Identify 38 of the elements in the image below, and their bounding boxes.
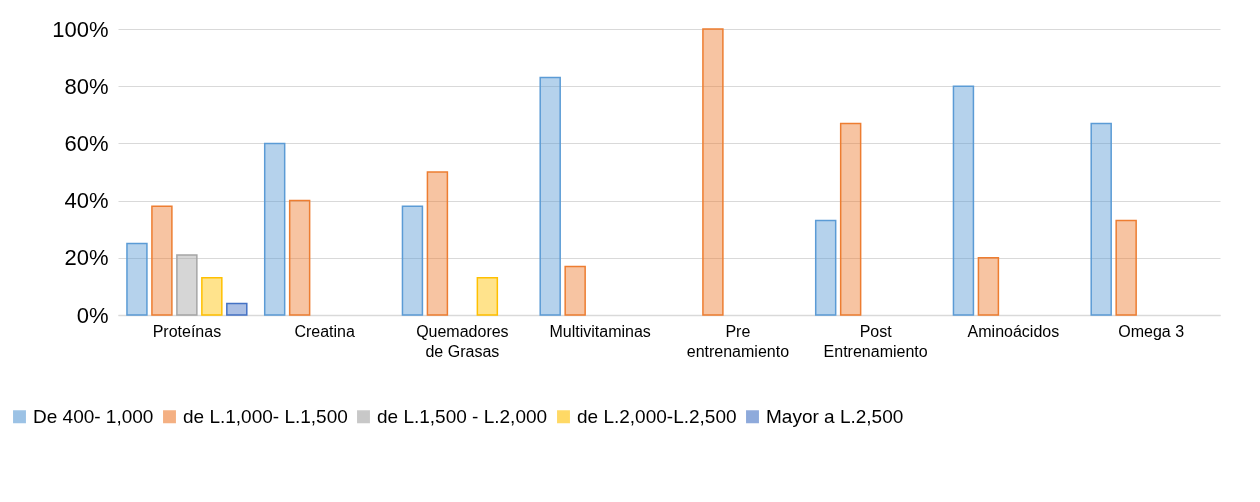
bar <box>476 277 499 316</box>
legend-label: de L.2,000-L.2,500 <box>577 405 737 427</box>
bar <box>401 205 424 316</box>
bar <box>1090 122 1112 316</box>
bar <box>814 219 837 316</box>
bar <box>151 205 173 316</box>
bar <box>1115 219 1137 316</box>
x-tick-label: Post Entrenamiento <box>823 322 928 360</box>
bar <box>952 85 975 316</box>
y-tick-label: 40% <box>64 188 109 214</box>
y-tick-label: 20% <box>64 245 109 271</box>
bar <box>539 76 561 316</box>
legend-label: de L.1,000- L.1,500 <box>183 405 348 427</box>
bar <box>839 122 862 316</box>
bar <box>702 28 724 316</box>
x-tick-label: Omega 3 <box>1118 322 1185 340</box>
bar <box>126 242 148 316</box>
y-tick-label: 80% <box>64 73 109 99</box>
bar <box>176 254 198 316</box>
bar <box>564 265 586 316</box>
x-tick-label: Multivitaminas <box>549 322 651 340</box>
bar <box>201 277 223 316</box>
y-tick-label: 60% <box>64 130 109 156</box>
legend-label: De 400- 1,000 <box>33 405 154 427</box>
x-tick-label: Aminoácidos <box>967 322 1060 340</box>
legend-label: de L.1,500 - L.2,000 <box>377 405 548 427</box>
x-tick-label: Creatina <box>294 322 355 340</box>
y-tick-label: 100% <box>52 16 109 42</box>
bar <box>263 142 286 316</box>
bar <box>977 257 1000 316</box>
bar <box>288 199 311 316</box>
x-tick-label: Pre entrenamiento <box>686 322 790 360</box>
legend-label: Mayor a L.2,500 <box>766 405 904 427</box>
bar <box>426 171 449 316</box>
x-tick-label: Proteínas <box>152 322 222 340</box>
y-tick-label: 0% <box>76 302 109 328</box>
x-tick-label: Quemadores de Grasas <box>416 322 509 360</box>
bar <box>226 302 248 316</box>
